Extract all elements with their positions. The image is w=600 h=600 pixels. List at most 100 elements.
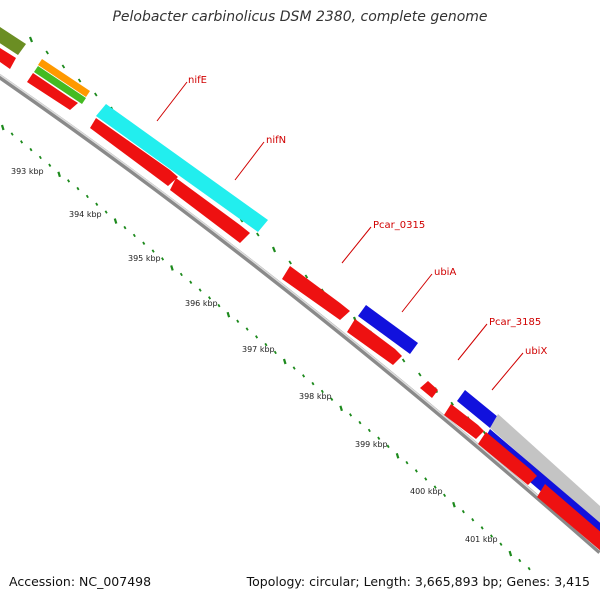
gene-features xyxy=(0,27,600,552)
tick-mark xyxy=(401,358,406,363)
ruler-tick xyxy=(358,420,362,425)
ruler-tick xyxy=(170,265,174,271)
tick-mark xyxy=(418,372,422,377)
ruler-tick xyxy=(273,350,277,355)
gene-feature[interactable] xyxy=(444,404,484,439)
ruler-tick xyxy=(104,210,108,214)
tick-mark xyxy=(45,50,49,55)
gene-feature[interactable] xyxy=(490,414,600,528)
gene-feature[interactable] xyxy=(34,66,86,104)
ruler-tick xyxy=(395,452,400,459)
ruler-tick xyxy=(433,485,437,489)
genome-backbone xyxy=(0,73,600,554)
ruler-tick xyxy=(236,319,240,323)
gene-feature[interactable] xyxy=(282,266,350,320)
ruler-tick xyxy=(424,477,428,481)
ruler-label: 401 kbp xyxy=(465,535,498,544)
gene-feature[interactable] xyxy=(38,59,90,97)
ruler-tick xyxy=(179,272,183,277)
ruler-tick xyxy=(405,460,409,465)
ruler-tick xyxy=(10,132,14,136)
gene-feature[interactable] xyxy=(478,432,537,485)
ruler-tick xyxy=(0,124,5,131)
ruler-tick xyxy=(123,225,127,230)
gene-feature[interactable] xyxy=(90,118,178,186)
gene-label[interactable]: Pcar_0315 xyxy=(373,220,425,231)
ruler-tick xyxy=(443,493,447,498)
ruler-tick xyxy=(320,389,324,394)
tick-mark xyxy=(288,260,292,265)
ruler-tick xyxy=(161,257,165,261)
ruler-label: 399 kbp xyxy=(355,440,388,449)
genome-backbone-highlight xyxy=(0,74,600,551)
ruler-tick xyxy=(245,327,249,331)
ruler-tick xyxy=(142,241,146,245)
ruler-labels: 393 kbp 394 kbp 395 kbp 396 kbp 397 kbp … xyxy=(11,167,498,544)
tick-mark xyxy=(61,64,66,69)
ruler-tick xyxy=(57,171,61,178)
ruler-tick xyxy=(29,147,33,152)
gene-feature[interactable] xyxy=(0,27,26,55)
gene-label-leaders xyxy=(156,81,524,391)
ruler-tick xyxy=(208,296,212,300)
ruler-tick xyxy=(85,194,89,199)
ruler-tick xyxy=(48,163,52,167)
ruler-tick xyxy=(339,405,343,412)
gene-feature[interactable] xyxy=(27,73,78,110)
leader-line xyxy=(156,81,188,122)
ruler-tick xyxy=(471,518,475,522)
gene-feature[interactable] xyxy=(0,48,16,69)
tick-mark xyxy=(94,92,98,97)
ruler-tick xyxy=(189,280,193,284)
ruler-label: 397 kbp xyxy=(242,345,275,354)
ruler-tick xyxy=(349,413,353,417)
gene-feature[interactable] xyxy=(170,178,250,243)
gene-feature[interactable] xyxy=(420,381,438,398)
map-title: Pelobacter carbinolicus DSM 2380, comple… xyxy=(112,9,488,25)
gene-feature[interactable] xyxy=(358,305,418,354)
ruler-tick xyxy=(377,436,381,440)
ruler-tick xyxy=(311,381,315,386)
ruler-tick xyxy=(490,534,494,538)
tick-mark xyxy=(28,36,34,43)
ruler-tick xyxy=(264,342,268,347)
ruler-tick xyxy=(292,366,296,370)
ruler-tick xyxy=(527,566,531,571)
gene-label[interactable]: nifE xyxy=(188,75,207,86)
gene-feature[interactable] xyxy=(537,484,600,552)
gene-labels: nifE nifN Pcar_0315 ubiA Pcar_3185 ubiX xyxy=(188,75,547,357)
ruler-tick xyxy=(302,374,306,378)
ruler-tick xyxy=(518,558,522,563)
leader-line xyxy=(401,273,433,313)
gene-label[interactable]: ubiA xyxy=(434,267,456,278)
gene-feature[interactable] xyxy=(347,319,402,365)
ruler-tick xyxy=(113,218,118,224)
ruler-tick xyxy=(499,542,503,546)
ruler-tick xyxy=(20,140,24,144)
ruler-tick xyxy=(38,155,42,160)
ruler-tick xyxy=(67,179,71,183)
ruler-tick xyxy=(226,311,231,318)
ruler-label: 393 kbp xyxy=(11,167,44,176)
genome-summary: Topology: circular; Length: 3,665,893 bp… xyxy=(246,574,590,589)
gene-feature[interactable] xyxy=(457,390,498,428)
tick-mark xyxy=(450,401,454,406)
ruler-label: 395 kbp xyxy=(128,254,161,263)
gene-feature[interactable] xyxy=(96,104,268,232)
ruler-tick xyxy=(461,509,465,514)
tick-mark xyxy=(304,274,309,279)
gene-label[interactable]: ubiX xyxy=(525,346,547,357)
ruler-tick xyxy=(452,501,456,508)
leader-line xyxy=(234,141,265,181)
gene-label[interactable]: nifN xyxy=(266,135,286,146)
ruler-tick xyxy=(480,526,484,530)
leader-line xyxy=(491,352,524,391)
ruler-tick xyxy=(386,444,390,449)
ruler-tick xyxy=(282,358,287,365)
gene-label[interactable]: Pcar_3185 xyxy=(489,317,541,328)
ruler-tick xyxy=(198,288,202,292)
ruler-tick xyxy=(217,303,221,308)
inner-ruler xyxy=(0,124,531,571)
ruler-tick xyxy=(367,428,371,433)
